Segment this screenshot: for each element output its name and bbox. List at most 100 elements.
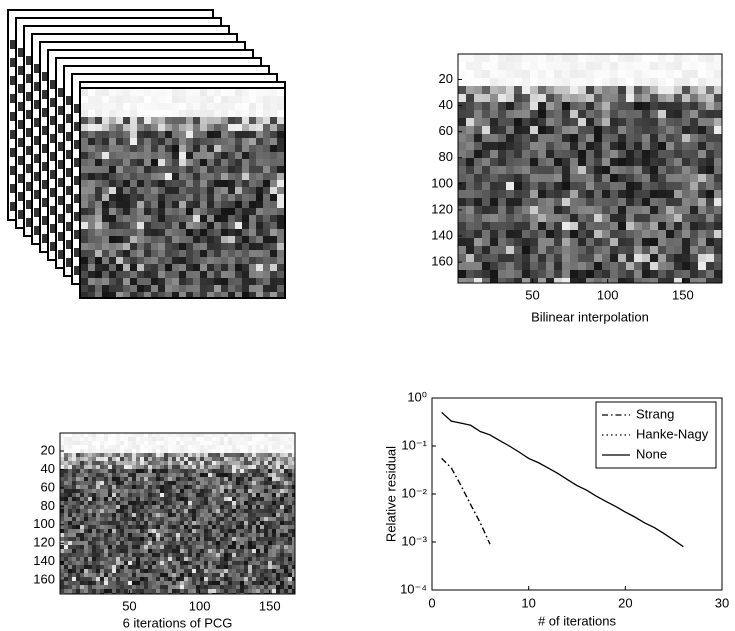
image-pixel [538,270,546,278]
image-pixel [263,124,270,131]
caption: Bilinear interpolation [531,309,649,324]
image-pixel [506,246,514,254]
image-pixel [216,433,220,437]
image-pixel [458,86,466,94]
image-pixel [164,473,168,477]
image-pixel [482,110,490,118]
image-pixel [72,497,76,501]
image-pixel [80,589,84,593]
image-pixel [196,529,200,533]
image-pixel [208,537,212,541]
image-pixel [165,236,172,243]
image-pixel [176,477,180,481]
image-pixel [506,182,514,190]
image-pixel [586,190,594,198]
image-pixel [263,285,270,292]
image-pixel [642,86,650,94]
image-pixel [546,166,554,174]
image-pixel [252,557,256,561]
image-pixel [602,262,610,270]
image-pixel [144,481,148,485]
image-pixel [252,581,256,585]
image-pixel [260,505,264,509]
image-pixel [280,557,284,561]
image-pixel [186,110,193,117]
image-pixel [280,589,284,593]
image-pixel [214,96,221,103]
image-pixel [60,553,64,557]
image-pixel [482,166,490,174]
image-pixel [228,561,232,565]
frame-edge [10,94,15,103]
image-pixel [123,285,130,292]
image-pixel [530,278,538,283]
image-pixel [72,561,76,565]
image-pixel [288,577,292,581]
image-pixel [634,86,642,94]
image-pixel [165,194,172,201]
image-pixel [221,159,228,166]
image-pixel [132,509,136,513]
image-pixel [140,445,144,449]
image-pixel [80,529,84,533]
image-pixel [172,465,176,469]
image-pixel [228,215,235,222]
image-pixel [288,545,292,549]
image-pixel [76,581,80,585]
image-pixel [650,150,658,158]
image-pixel [158,264,165,271]
image-pixel [474,238,482,246]
image-pixel [252,457,256,461]
image-pixel [108,573,112,577]
image-pixel [108,453,112,457]
frame-edge [58,106,63,115]
image-pixel [474,110,482,118]
image-pixel [81,117,88,124]
image-pixel [618,198,626,206]
image-pixel [100,489,104,493]
image-pixel [156,445,160,449]
image-pixel [244,589,248,593]
image-pixel [124,453,128,457]
image-pixel [192,469,196,473]
image-pixel [514,110,522,118]
image-pixel [490,118,498,126]
image-pixel [249,243,256,250]
image-pixel [158,292,165,297]
image-pixel [124,497,128,501]
image-pixel [280,461,284,465]
image-pixel [116,215,123,222]
image-pixel [498,246,506,254]
image-pixel [92,573,96,577]
image-pixel [236,469,240,473]
image-pixel [270,180,277,187]
image-pixel [650,70,658,78]
image-pixel [284,505,288,509]
image-pixel [562,94,570,102]
image-pixel [172,131,179,138]
image-pixel [95,243,102,250]
image-pixel [522,174,530,182]
image-pixel [224,577,228,581]
image-pixel [522,182,530,190]
image-pixel [263,236,270,243]
image-pixel [95,236,102,243]
image-pixel [112,553,116,557]
image-pixel [242,222,249,229]
image-pixel [288,565,292,569]
image-pixel [137,96,144,103]
image-pixel [220,541,224,545]
image-pixel [144,565,148,569]
image-pixel [108,501,112,505]
image-pixel [81,180,88,187]
image-pixel [160,441,164,445]
image-pixel [235,222,242,229]
image-pixel [193,138,200,145]
image-pixel [538,110,546,118]
image-pixel [256,250,263,257]
image-pixel [474,150,482,158]
image-pixel [196,449,200,453]
image-pixel [151,145,158,152]
image-pixel [570,190,578,198]
image-pixel [158,131,165,138]
